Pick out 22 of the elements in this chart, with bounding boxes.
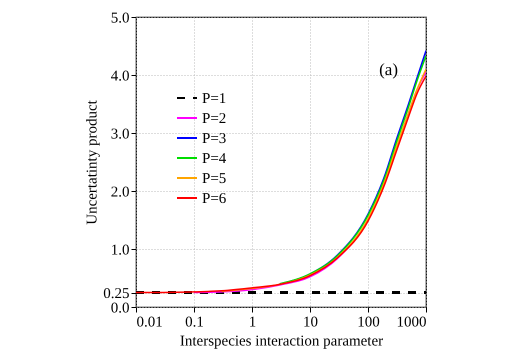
- y-tick-label: 0.25: [103, 286, 130, 302]
- legend-label: P=5: [202, 171, 226, 187]
- annotation: (a): [379, 60, 398, 79]
- x-tick-label: 10: [303, 314, 318, 330]
- y-tick-label: 1.0: [110, 242, 130, 258]
- x-axis-title: Interspecies interaction parameter: [180, 334, 384, 350]
- x-tick-label: 0.1: [185, 314, 204, 330]
- legend-label: P=6: [202, 191, 227, 207]
- y-tick-label: 2.0: [110, 184, 130, 200]
- legend-label: P=1: [202, 91, 226, 107]
- x-tick-label: 1000: [396, 314, 426, 330]
- legend-label: P=4: [202, 151, 227, 167]
- y-axis-title: Uncertatinty product: [84, 99, 100, 225]
- x-tick-label: 0.01: [136, 314, 163, 330]
- y-tick-label: 3.0: [110, 126, 130, 142]
- x-tick-label: 100: [357, 314, 380, 330]
- y-tick-label: 5.0: [110, 10, 130, 26]
- legend-label: P=2: [202, 111, 226, 127]
- x-tick-label: 1: [248, 314, 256, 330]
- y-tick-label: 4.0: [110, 68, 130, 84]
- legend-label: P=3: [202, 131, 226, 147]
- y-tick-label: 0.0: [110, 300, 130, 316]
